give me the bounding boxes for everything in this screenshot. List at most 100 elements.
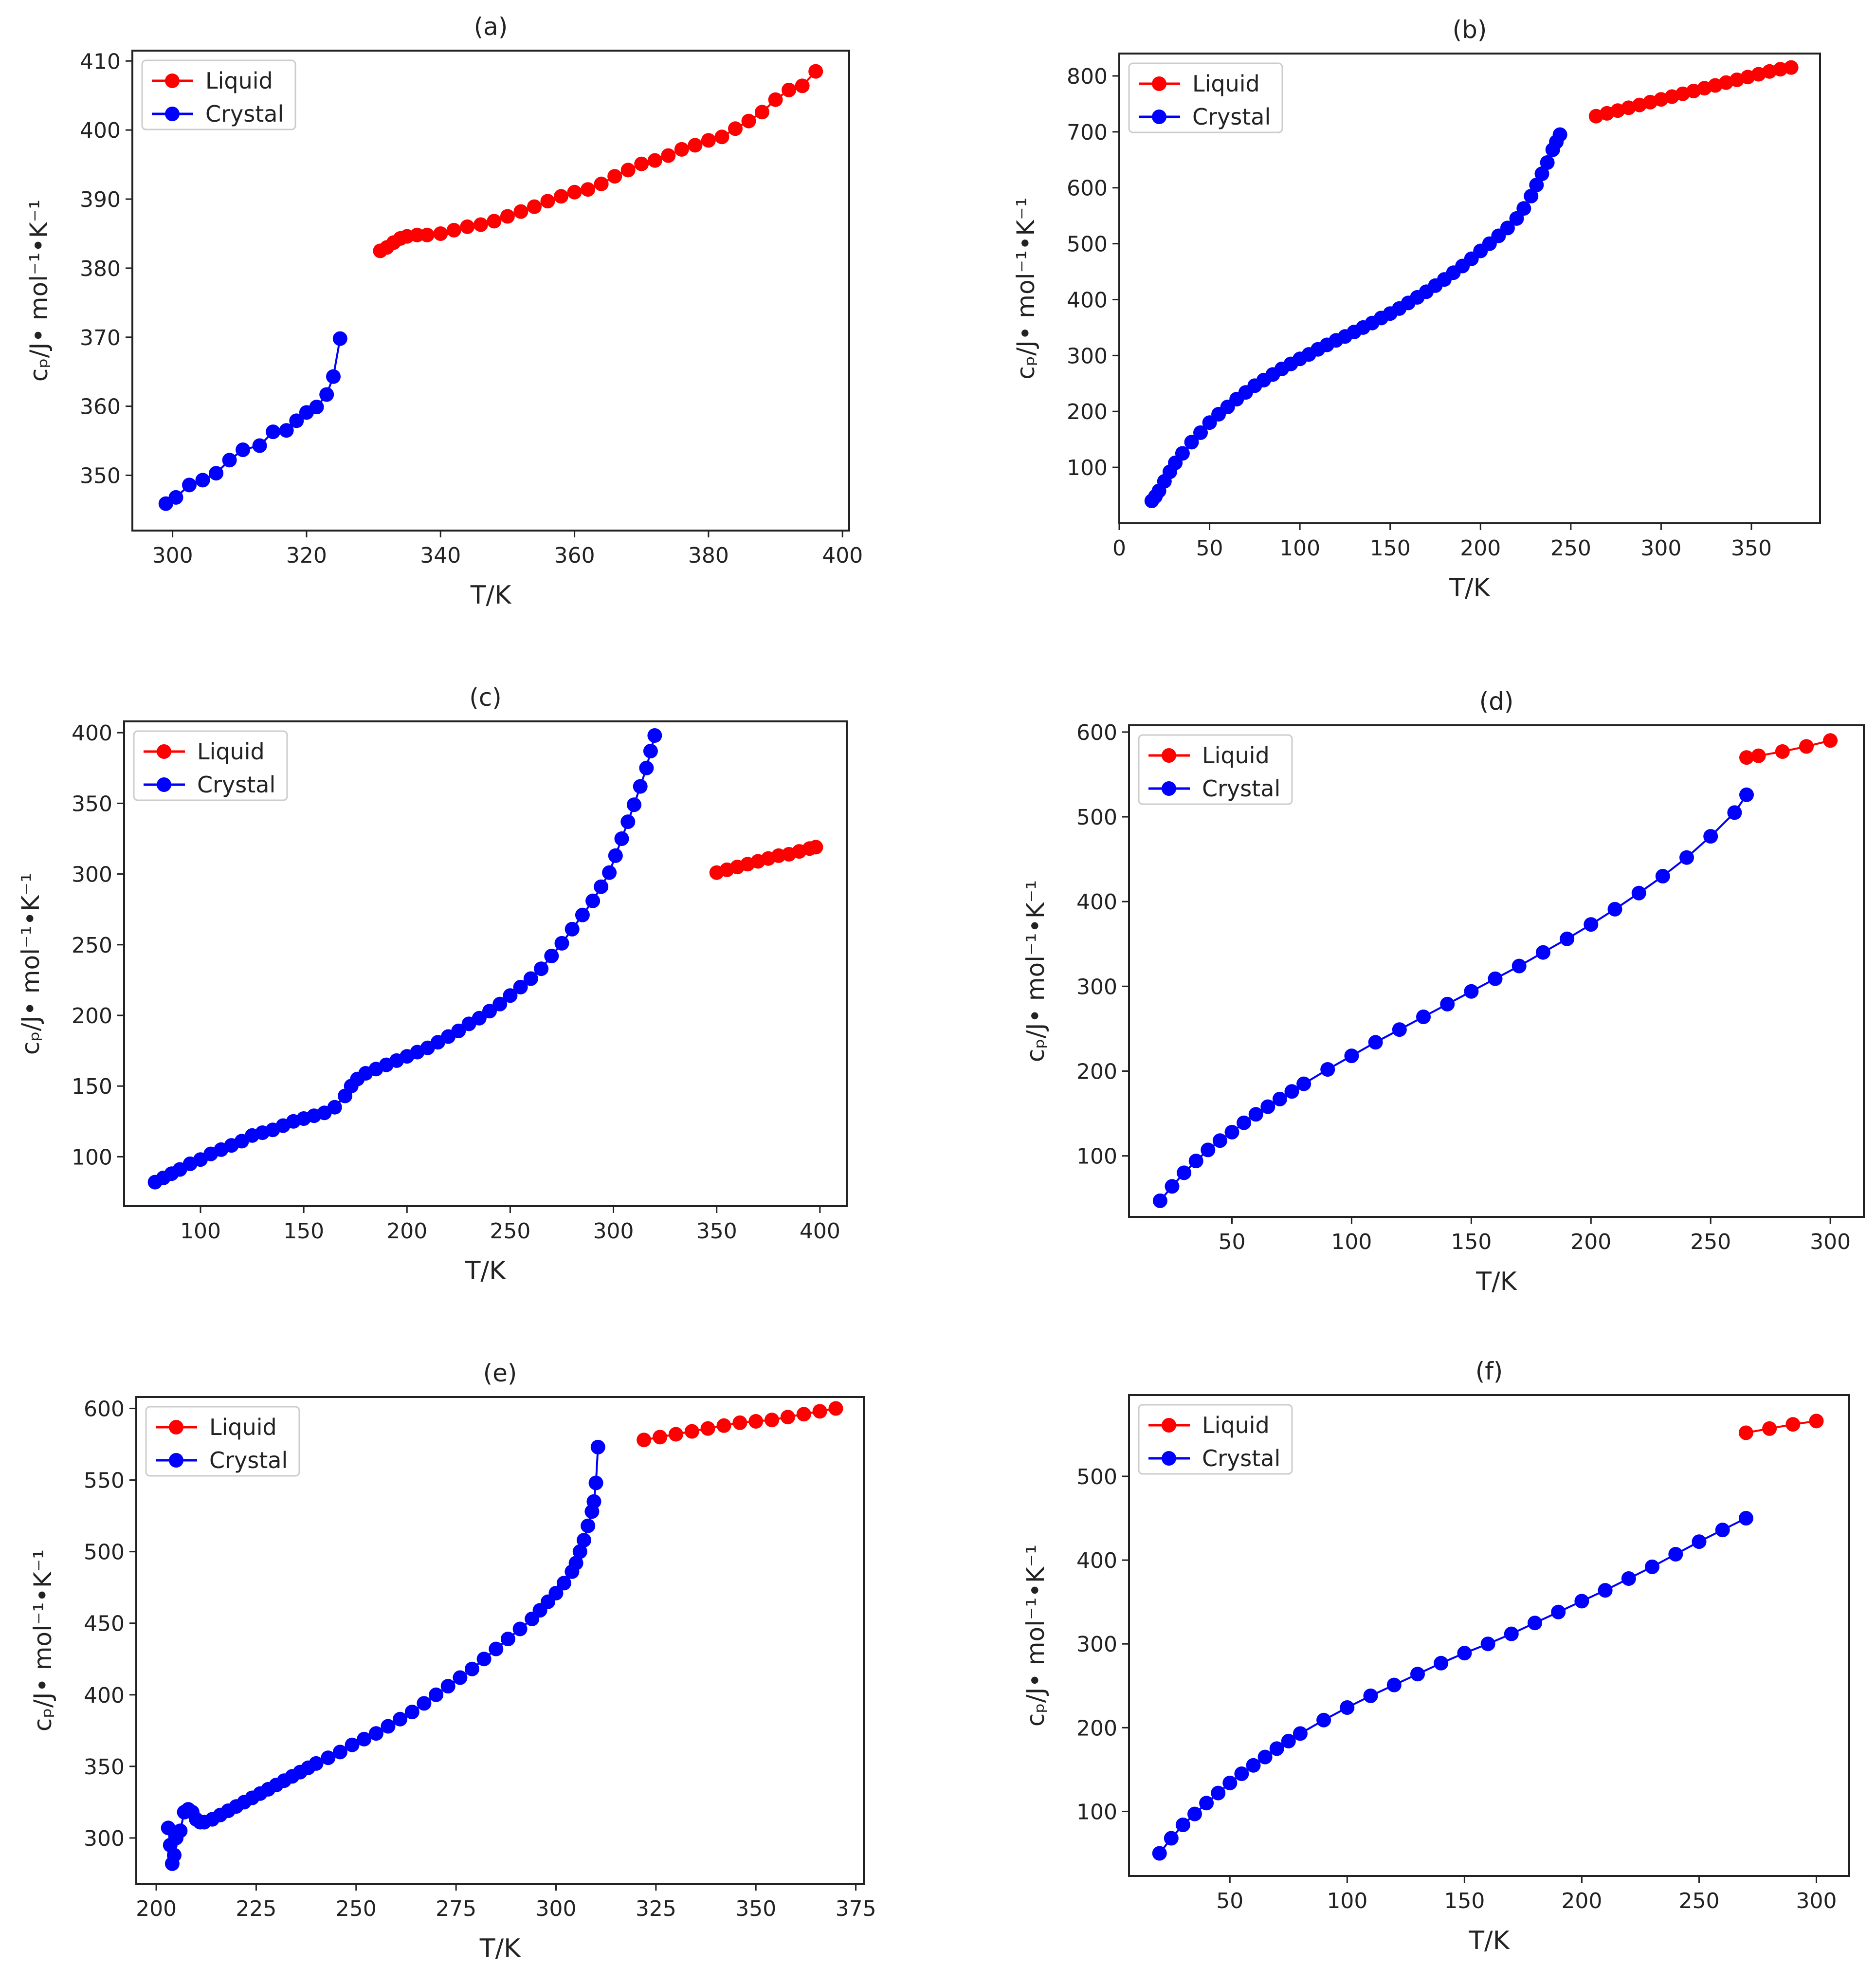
data-point	[1260, 1099, 1275, 1114]
data-point	[1457, 1646, 1472, 1661]
y-tick-label: 500	[1076, 805, 1117, 830]
data-point	[1211, 1785, 1226, 1801]
data-point	[585, 893, 601, 908]
data-point	[500, 1632, 515, 1647]
y-tick-label: 550	[84, 1469, 125, 1493]
data-point	[674, 142, 689, 157]
data-point	[1164, 1831, 1179, 1846]
y-tick-label: 300	[84, 1826, 125, 1851]
data-point	[701, 133, 716, 148]
data-point	[556, 1576, 571, 1591]
data-point	[451, 1023, 466, 1038]
data-point	[755, 105, 769, 120]
y-axis-label: cₚ/J• mol⁻¹•K⁻¹	[1021, 880, 1050, 1062]
data-point	[627, 797, 641, 812]
y-tick-label: 390	[80, 187, 121, 212]
data-point	[252, 438, 267, 453]
legend: Liquid Crystal	[1138, 1404, 1293, 1475]
data-point	[782, 82, 797, 97]
data-point	[554, 936, 569, 951]
panel-b: (b) 0 50 100 150 200 250 300 350 100 200 300 400 500 6…	[1012, 16, 1821, 603]
data-point	[1655, 869, 1670, 883]
x-tick-label: 350	[696, 1219, 737, 1244]
data-point	[741, 113, 756, 129]
y-tick-label: 150	[72, 1074, 112, 1099]
data-point	[1340, 1700, 1355, 1715]
legend-box	[141, 59, 296, 130]
data-point	[1293, 1726, 1308, 1741]
y-tick-label: 300	[1067, 344, 1108, 368]
x-tick-label: 380	[688, 543, 729, 568]
plot-frame	[135, 1396, 865, 1885]
data-point	[1410, 1667, 1425, 1682]
x-tick-label: 320	[286, 543, 327, 568]
legend-label-liquid: Liquid	[1202, 1412, 1270, 1438]
x-tick-label: 200	[386, 1219, 427, 1244]
x-tick-label: 0	[1112, 536, 1126, 561]
data-point	[567, 184, 582, 200]
data-point	[1528, 1616, 1542, 1631]
data-point	[1272, 1091, 1287, 1106]
y-axis-label: cₚ/J• mol⁻¹•K⁻¹	[25, 200, 53, 382]
x-tick-label: 250	[1690, 1230, 1731, 1254]
y-tick-label: 800	[1067, 64, 1108, 89]
y-axis-label: cₚ/J• mol⁻¹•K⁻¹	[17, 873, 45, 1055]
legend-marker	[165, 74, 180, 88]
data-point	[1668, 1547, 1683, 1562]
x-tick-label: 250	[490, 1219, 530, 1244]
data-point	[1584, 917, 1599, 932]
data-point	[581, 182, 596, 197]
x-axis-label: T/K	[465, 1256, 507, 1286]
data-point	[1574, 1594, 1589, 1609]
data-point	[1152, 1193, 1167, 1208]
x-tick-label: 400	[822, 543, 863, 568]
y-tick-label: 200	[1067, 400, 1108, 424]
data-point	[1284, 1084, 1299, 1099]
data-point	[1738, 1425, 1753, 1440]
data-point	[513, 979, 528, 994]
data-point	[345, 1737, 360, 1752]
x-axis-label: T/K	[470, 581, 512, 610]
data-point	[503, 988, 518, 1003]
y-tick-label: 370	[80, 326, 121, 350]
data-point	[1552, 127, 1567, 142]
legend-box	[1128, 62, 1283, 133]
data-point	[433, 226, 448, 241]
y-tick-label: 400	[1067, 288, 1108, 313]
plot-frame	[131, 50, 850, 532]
data-point	[668, 1427, 683, 1442]
data-point	[1248, 1107, 1263, 1122]
data-point	[1551, 1604, 1566, 1619]
data-point	[1516, 201, 1531, 216]
data-point	[357, 1731, 372, 1746]
data-point	[594, 176, 609, 191]
data-point	[473, 217, 488, 232]
data-point	[472, 1011, 487, 1026]
data-point	[544, 949, 559, 963]
x-tick-label: 300	[1796, 1889, 1837, 1913]
x-tick-label: 100	[1279, 536, 1320, 561]
x-tick-label: 250	[1550, 536, 1591, 561]
data-point	[327, 1100, 342, 1115]
legend-label-crystal: Crystal	[209, 1447, 288, 1473]
data-point	[1715, 1523, 1730, 1538]
x-tick-label: 200	[136, 1896, 177, 1921]
series-crystal	[1144, 127, 1567, 508]
data-point	[1534, 166, 1549, 181]
data-point	[1416, 1010, 1431, 1024]
data-point	[1703, 829, 1718, 844]
legend-label-liquid: Liquid	[205, 68, 273, 94]
data-point	[1739, 750, 1754, 765]
data-point	[266, 424, 281, 440]
y-tick-label: 200	[1076, 1716, 1117, 1741]
x-tick-label: 300	[1810, 1230, 1851, 1254]
data-point	[527, 199, 542, 214]
data-point	[182, 478, 197, 493]
y-tick-label: 600	[1067, 176, 1108, 201]
legend: Liquid Crystal	[141, 59, 296, 130]
data-point	[1269, 1741, 1284, 1756]
data-point	[684, 1424, 699, 1439]
data-point	[588, 1475, 603, 1490]
data-point	[195, 473, 210, 488]
y-tick-label: 200	[72, 1004, 112, 1029]
